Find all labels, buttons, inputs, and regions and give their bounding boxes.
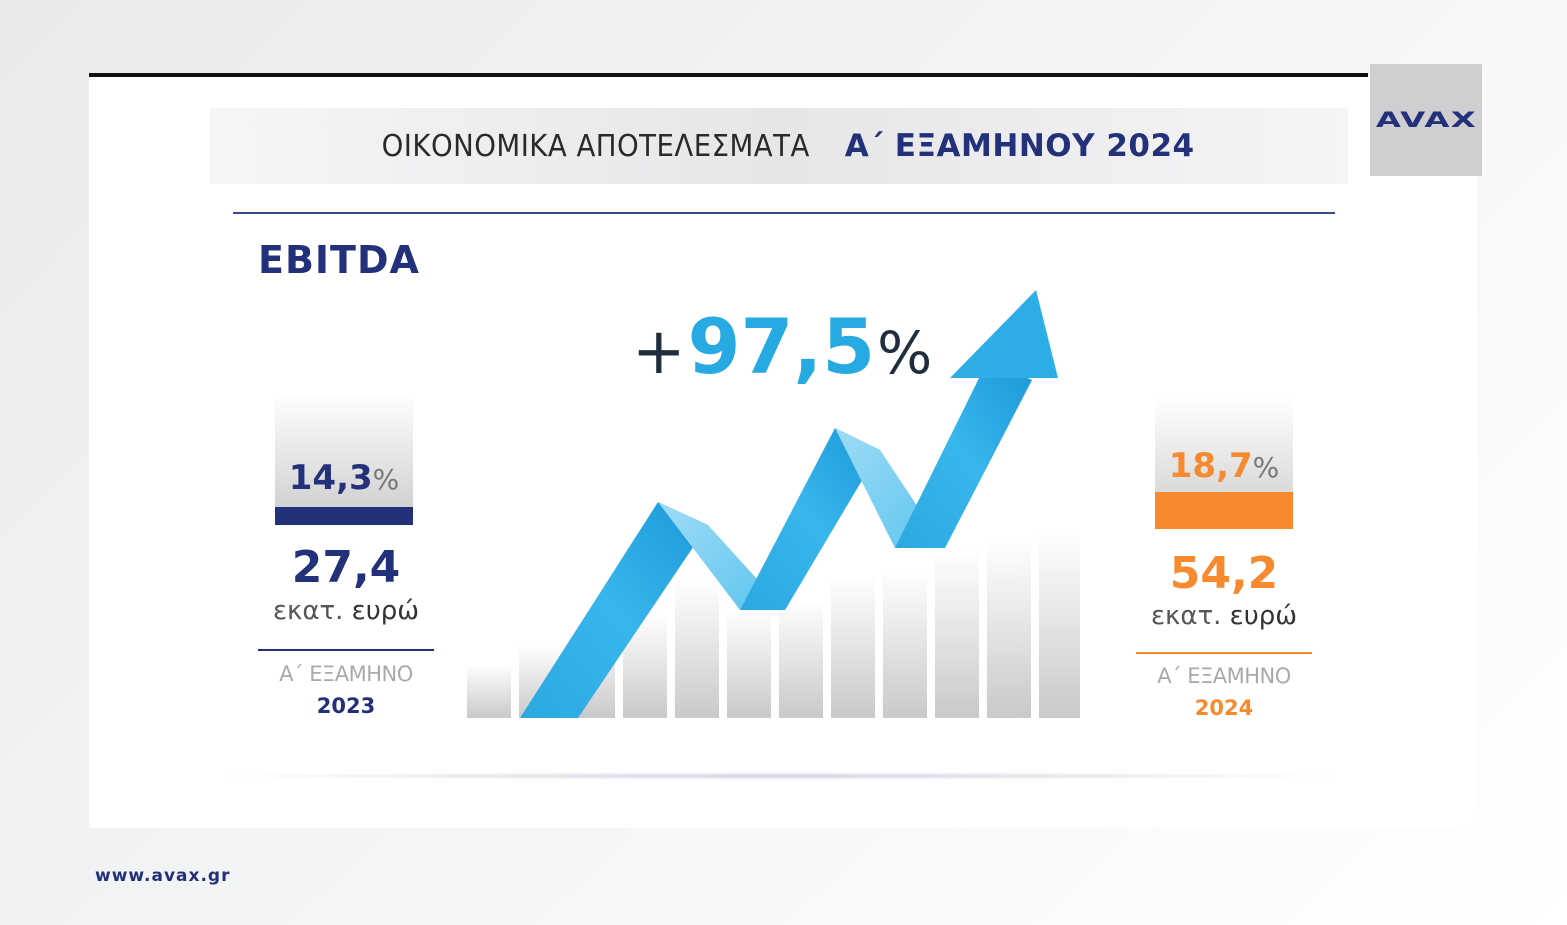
- title-underline: [233, 212, 1335, 214]
- growth-plus: +: [632, 315, 686, 389]
- unit-2024-b: ευρώ: [1229, 601, 1298, 631]
- arrow-seg-1: [520, 502, 708, 718]
- website-link[interactable]: www.avax.gr: [95, 866, 231, 886]
- unit-2024-a: εκατ.: [1150, 601, 1222, 631]
- unit-2023: εκατ. ευρώ: [258, 596, 434, 626]
- year-2023: 2023: [316, 694, 376, 718]
- margin-box-2023: [275, 392, 413, 525]
- margin-strip-2023: [275, 507, 413, 525]
- period-2023: Α΄ ΕΞΑΜΗΝΟ: [279, 662, 413, 686]
- amount-2024: 54,2: [1169, 548, 1279, 599]
- growth-illustration: [467, 290, 1080, 718]
- bar-10: [935, 550, 979, 718]
- margin-2023-symbol: %: [372, 463, 400, 496]
- margin-strip-2024: [1155, 492, 1293, 529]
- margin-2024-symbol: %: [1252, 451, 1280, 484]
- margin-2024-value: 18,7: [1168, 446, 1253, 486]
- metric-label: EBITDA: [258, 238, 420, 282]
- top-rule: [89, 73, 1368, 77]
- margin-2023-value: 14,3: [288, 458, 373, 498]
- bar-5: [675, 580, 719, 718]
- arrow-seg-2: [658, 502, 785, 610]
- title-bar: ΟΙΚΟΝΟΜΙΚΑ ΑΠΟΤΕΛΕΣΜΑΤΑ Α΄ ΕΞΑΜΗΝΟΥ 2024: [210, 108, 1348, 184]
- growth-number: 97,5: [687, 302, 876, 391]
- bar-12: [1039, 530, 1080, 718]
- bar-11: [987, 540, 1031, 718]
- unit-2023-b: ευρώ: [351, 596, 420, 626]
- amount-2023: 27,4: [291, 542, 401, 593]
- margin-2023: 14,3%: [275, 458, 413, 498]
- bar-6: [727, 610, 771, 718]
- period-2024: Α΄ ΕΞΑΜΗΝΟ: [1157, 664, 1291, 688]
- title-light: ΟΙΚΟΝΟΜΙΚΑ ΑΠΟΤΕΛΕΣΜΑΤΑ: [381, 128, 811, 164]
- unit-2023-a: εκατ.: [272, 596, 344, 626]
- arrow-seg-3: [740, 428, 880, 610]
- growth-figure: + 97,5 %: [632, 302, 932, 391]
- bar-7: [779, 600, 823, 718]
- year-2024: 2024: [1194, 696, 1254, 720]
- unit-2024: εκατ. ευρώ: [1136, 601, 1312, 631]
- bar-8: [831, 575, 875, 718]
- title-bold: Α΄ ΕΞΑΜΗΝΟΥ 2024: [844, 128, 1195, 164]
- avax-logo: AVAX: [1370, 64, 1482, 176]
- divider-2023: [258, 649, 434, 651]
- bottom-shadow: [210, 772, 1350, 780]
- arrow-head: [950, 290, 1058, 378]
- growth-percent: %: [877, 319, 933, 387]
- divider-2024: [1136, 652, 1312, 654]
- margin-2024: 18,7%: [1155, 446, 1293, 486]
- rising-arrow: [520, 290, 1058, 718]
- arrow-seg-5: [895, 360, 1032, 548]
- bar-1: [467, 665, 511, 718]
- logo-text: AVAX: [1375, 107, 1477, 133]
- bar-9: [883, 570, 927, 718]
